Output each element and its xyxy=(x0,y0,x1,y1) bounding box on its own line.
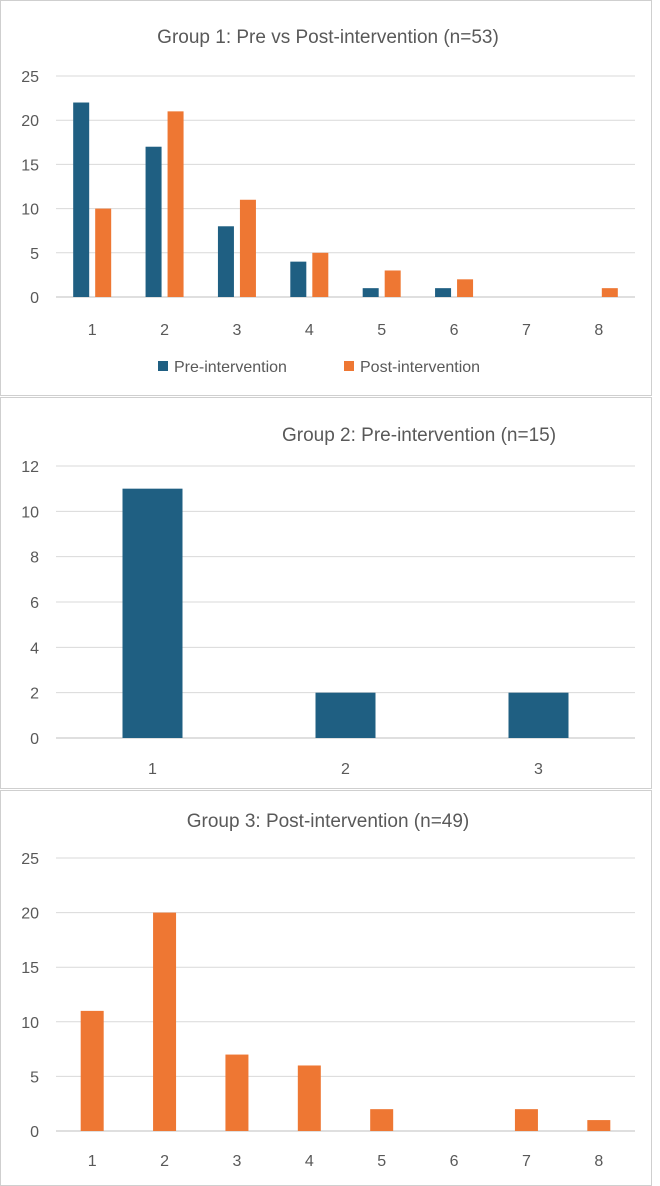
x-tick-label: 4 xyxy=(305,322,314,339)
bar-post-2 xyxy=(153,912,177,1131)
y-tick-label: 5 xyxy=(30,246,39,263)
bar-pre-2 xyxy=(145,146,162,297)
legend-label-pre: Pre-intervention xyxy=(174,359,287,376)
y-tick-label: 6 xyxy=(30,595,39,612)
y-tick-label: 0 xyxy=(30,290,39,307)
y-tick-label: 4 xyxy=(30,640,39,657)
x-tick-label: 2 xyxy=(160,1153,169,1170)
y-tick-label: 2 xyxy=(30,686,39,703)
bar-post-8 xyxy=(601,288,618,297)
x-tick-label: 3 xyxy=(232,1153,241,1170)
bar-post-3 xyxy=(225,1054,249,1131)
x-tick-label: 8 xyxy=(594,1153,603,1170)
legend-swatch-pre xyxy=(158,361,168,371)
y-tick-label: 25 xyxy=(21,69,39,86)
chart-title: Group 3: Post-intervention (n=49) xyxy=(187,811,470,832)
x-tick-label: 6 xyxy=(450,1153,459,1170)
bar-post-7 xyxy=(514,1109,538,1131)
y-tick-label: 10 xyxy=(21,1015,39,1032)
chart-group1: Group 1: Pre vs Post-intervention (n=53)… xyxy=(21,27,635,376)
bar-pre-6 xyxy=(435,288,452,297)
chart-group2: Group 2: Pre-intervention (n=15) 0 2 4 6 8 10… xyxy=(21,425,635,778)
y-tick-label: 15 xyxy=(21,157,39,174)
bar-post-3 xyxy=(239,199,256,297)
y-tick-label: 8 xyxy=(30,550,39,567)
y-tick-label: 0 xyxy=(30,731,39,748)
x-tick-label: 2 xyxy=(160,322,169,339)
chart-title: Group 1: Pre vs Post-intervention (n=53) xyxy=(157,27,499,48)
y-tick-label: 25 xyxy=(21,851,39,868)
legend: Pre-intervention Post-intervention xyxy=(158,359,480,376)
bar-post-8 xyxy=(587,1120,611,1131)
bar-post-1 xyxy=(95,208,112,297)
bar-post-5 xyxy=(370,1109,394,1131)
chart-panel-group3: Group 3: Post-intervention (n=49) 0 5 10 15… xyxy=(0,790,652,1186)
x-tick-label: 6 xyxy=(450,322,459,339)
y-tick-label: 20 xyxy=(21,906,39,923)
x-tick-label: 3 xyxy=(232,322,241,339)
y-tick-label: 5 xyxy=(30,1069,39,1086)
x-tick-label: 7 xyxy=(522,322,531,339)
bar-post-5 xyxy=(384,270,401,297)
y-tick-label: 0 xyxy=(30,1124,39,1141)
bar-pre-1 xyxy=(73,102,90,298)
y-tick-label: 10 xyxy=(21,504,39,521)
legend-swatch-post xyxy=(344,361,354,371)
y-tick-label: 15 xyxy=(21,960,39,977)
bar-pre-3 xyxy=(217,226,234,297)
y-tick-label: 12 xyxy=(21,459,39,476)
bar-pre-5 xyxy=(362,288,379,297)
bar-post-6 xyxy=(457,279,474,297)
bar-post-1 xyxy=(80,1010,104,1131)
bar-pre-3 xyxy=(508,692,569,738)
x-tick-label: 2 xyxy=(341,761,350,778)
y-tick-label: 10 xyxy=(21,202,39,219)
bar-pre-4 xyxy=(290,261,307,297)
y-tick-label: 20 xyxy=(21,113,39,130)
x-tick-label: 5 xyxy=(377,1153,386,1170)
bar-post-2 xyxy=(167,111,184,297)
x-tick-label: 5 xyxy=(377,322,386,339)
x-tick-label: 3 xyxy=(534,761,543,778)
x-tick-label: 8 xyxy=(594,322,603,339)
legend-label-post: Post-intervention xyxy=(360,359,480,376)
x-tick-label: 1 xyxy=(88,1153,97,1170)
x-tick-label: 7 xyxy=(522,1153,531,1170)
x-tick-label: 4 xyxy=(305,1153,314,1170)
x-tick-label: 1 xyxy=(148,761,157,778)
bar-pre-1 xyxy=(122,488,183,738)
x-tick-label: 1 xyxy=(88,322,97,339)
chart-panel-group1: Group 1: Pre vs Post-intervention (n=53)… xyxy=(0,0,652,396)
bar-pre-2 xyxy=(315,692,376,738)
bar-post-4 xyxy=(312,252,329,297)
chart-title: Group 2: Pre-intervention (n=15) xyxy=(282,425,556,446)
chart-group3: Group 3: Post-intervention (n=49) 051015… xyxy=(21,811,635,1170)
bar-post-4 xyxy=(297,1065,321,1131)
chart-panel-group2: Group 2: Pre-intervention (n=15) 0 2 4 6 8 10… xyxy=(0,397,652,789)
